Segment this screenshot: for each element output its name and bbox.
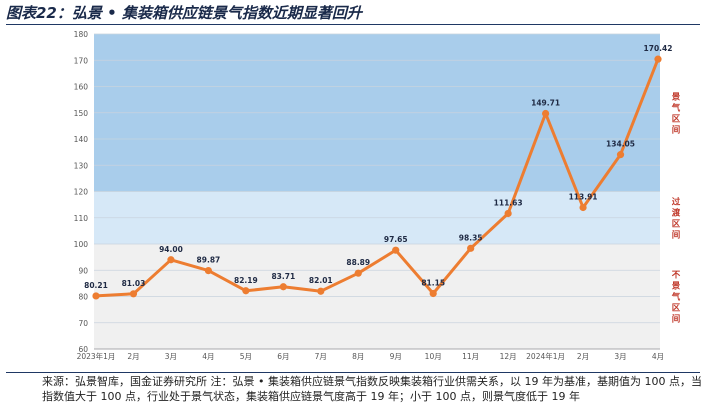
data-point [504, 209, 512, 218]
data-label: 81.03 [122, 279, 146, 288]
x-axis: 2023年1月 2月 3月 4月 5月 6月 7月 8月 9月 10月 11月 12月 2024年1月 2… [77, 351, 665, 361]
title-rule [6, 24, 700, 25]
data-label: 80.21 [84, 281, 108, 290]
x-tick-label: 9月 [390, 352, 402, 361]
y-tick-label: 110 [74, 214, 89, 223]
data-label: 94.00 [159, 245, 183, 254]
series-layer [92, 55, 662, 300]
data-label: 113.91 [569, 192, 598, 201]
y-tick-label: 80 [78, 293, 88, 302]
y-tick-label: 170 [74, 56, 89, 65]
data-point [92, 292, 100, 300]
line-chart: 60 70 80 90 100 110 120 130 140 150 160 170 180 2023… [74, 30, 681, 361]
data-label: 82.01 [309, 276, 333, 285]
x-tick-label: 3月 [165, 352, 177, 361]
data-label: 83.71 [271, 272, 295, 281]
x-tick-label: 6月 [277, 352, 289, 361]
data-label-layer: 80.21 81.03 94.00 89.87 82.19 83.71 82.01 88.89… [84, 44, 672, 290]
figure-title: 图表22：弘景 • 集装箱供应链景气指数近期显著回升 [6, 4, 362, 22]
source-note: 来源：弘景智库，国金证券研究所 注：弘景 • 集装箱供应链景气指数反映集装箱行业… [42, 375, 702, 403]
y-tick-label: 130 [74, 161, 89, 170]
data-label: 134.05 [606, 140, 635, 149]
x-tick-label: 4月 [652, 352, 664, 361]
y-axis: 60 70 80 90 100 110 120 130 140 150 160 170 180 [74, 30, 89, 354]
data-point [204, 266, 212, 275]
data-label: 89.87 [197, 256, 221, 265]
x-tick-label: 3月 [614, 352, 626, 361]
data-point [279, 283, 287, 291]
data-point [467, 244, 475, 252]
data-point [542, 109, 550, 118]
x-tick-label: 4月 [202, 352, 214, 361]
data-label: 170.42 [644, 44, 673, 53]
y-tick-label: 150 [74, 109, 89, 118]
data-label: 81.15 [421, 278, 445, 287]
data-point [242, 287, 250, 295]
y-tick-label: 140 [74, 135, 89, 144]
x-tick-label: 2023年1月 [77, 351, 116, 361]
data-point [579, 203, 587, 212]
x-tick-label: 5月 [240, 352, 252, 361]
data-point [167, 256, 175, 264]
data-label: 82.19 [234, 276, 258, 285]
data-point [654, 55, 662, 63]
x-tick-label: 12月 [500, 352, 517, 361]
data-point [317, 287, 325, 295]
x-tick-label: 7月 [315, 352, 327, 361]
grid-layer [94, 33, 660, 350]
band-label-1: 过渡区间 [672, 196, 681, 240]
y-tick-label: 90 [78, 266, 88, 275]
data-point [354, 269, 362, 277]
data-label: 98.35 [459, 233, 483, 242]
y-tick-label: 60 [78, 345, 88, 354]
x-tick-label: 8月 [352, 352, 364, 361]
series-line [95, 58, 660, 298]
data-point [429, 289, 437, 298]
band-label-2: 不景气区间 [671, 271, 681, 325]
data-point [129, 290, 138, 298]
x-tick-label: 11月 [462, 352, 479, 361]
y-tick-label: 70 [78, 319, 88, 328]
y-tick-label: 160 [74, 83, 89, 92]
x-tick-label: 2月 [577, 352, 589, 361]
footer-rule [6, 372, 700, 373]
data-label: 111.63 [494, 198, 523, 207]
data-label: 97.65 [384, 235, 408, 244]
y-tick-label: 180 [74, 30, 89, 39]
x-tick-label: 10月 [425, 352, 442, 361]
data-label: 149.71 [531, 99, 560, 108]
x-tick-label: 2月 [127, 352, 139, 361]
band-label-0: 景气区间 [671, 91, 681, 135]
y-tick-label: 120 [74, 188, 89, 197]
data-point [616, 151, 625, 159]
data-point [392, 246, 400, 254]
x-tick-label: 2024年1月 [526, 351, 565, 361]
data-label: 88.89 [346, 258, 370, 267]
y-tick-label: 100 [74, 240, 89, 249]
